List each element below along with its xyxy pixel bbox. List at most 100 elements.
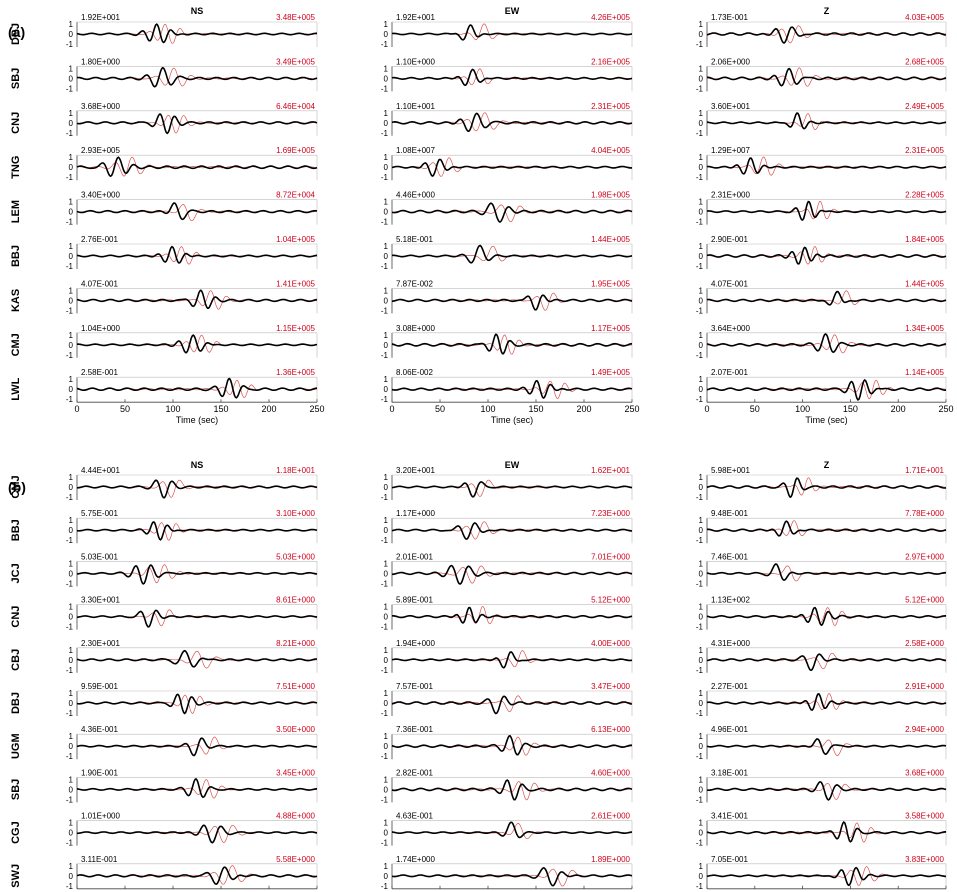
observed-trace xyxy=(76,693,318,715)
trace-axes-cmj-z: 10-1 5.98E+001 1.71E+001 xyxy=(696,466,947,502)
y-tick-label: 1 xyxy=(699,153,704,162)
y-tick-label: 1 xyxy=(699,473,704,482)
y-tick-label: 0 xyxy=(384,829,389,838)
x-axis-label: Time (sec) xyxy=(805,415,847,425)
amplitude-label-right: 2.91E+000 xyxy=(905,682,944,691)
trace-axes-sbj-ns: 10-1 1.80E+000 3.49E+005 xyxy=(66,57,318,93)
y-tick-label: 1 xyxy=(384,242,389,251)
trace-axes-cmj-ns: 10-1 1.04E+000 1.15E+005 xyxy=(66,324,318,360)
station-label: UGM xyxy=(10,733,22,759)
y-tick-label: 1 xyxy=(384,732,389,741)
observed-trace xyxy=(706,563,946,581)
observed-trace xyxy=(76,202,318,221)
y-tick-label: 0 xyxy=(69,30,74,39)
x-tick-label: 150 xyxy=(213,404,228,414)
y-tick-label: 0 xyxy=(699,385,704,394)
trace-axes-sbj-z: 10-1 2.06E+000 2.68E+005 xyxy=(696,57,947,93)
observed-trace xyxy=(76,777,318,798)
amplitude-label-left: 3.18E-001 xyxy=(711,768,748,777)
trace-axes-kas-ns: 10-1 4.07E-001 1.41E+005 xyxy=(66,279,318,315)
y-tick-label: -1 xyxy=(66,351,74,360)
y-tick-label: 1 xyxy=(699,516,704,525)
y-tick-label: -1 xyxy=(696,262,704,271)
trace-axes-swj-ns: 10-13.11E-0015.58E+000050100150200250Tim… xyxy=(66,855,325,892)
amplitude-label-left: 3.68E+000 xyxy=(81,102,120,111)
trace-axes-cmj-z: 10-1 3.64E+000 1.34E+005 xyxy=(696,324,947,360)
amplitude-label-right: 3.45E+000 xyxy=(276,768,315,777)
amplitude-label-left: 1.10E+000 xyxy=(396,57,435,66)
y-tick-label: 1 xyxy=(69,198,74,207)
y-tick-label: 0 xyxy=(384,30,389,39)
y-tick-label: 1 xyxy=(384,473,389,482)
y-tick-label: 0 xyxy=(384,119,389,128)
component-title-ew: EW xyxy=(505,6,520,16)
x-tick-label: 100 xyxy=(165,891,180,892)
station-label: LEM xyxy=(10,200,22,223)
y-tick-label: 1 xyxy=(69,732,74,741)
x-tick-label: 250 xyxy=(624,891,639,892)
y-tick-label: 1 xyxy=(699,775,704,784)
amplitude-label-left: 3.40E+000 xyxy=(81,191,120,200)
y-tick-label: 0 xyxy=(69,296,74,305)
y-tick-label: 0 xyxy=(699,296,704,305)
y-tick-label: -1 xyxy=(66,623,74,632)
trace-axes-kas-ew: 10-1 7.87E-002 1.95E+005 xyxy=(381,279,633,315)
amplitude-label-right: 3.49E+005 xyxy=(276,57,315,66)
trace-axes-bbj-ns: 10-1 2.76E-001 1.04E+005 xyxy=(66,235,318,271)
amplitude-label-left: 4.31E+000 xyxy=(711,639,750,648)
amplitude-label-left: 1.13E+002 xyxy=(711,596,750,605)
trace-axes-dbj-ns: 10-1 9.59E-001 7.51E+000 xyxy=(66,682,318,718)
station-label: DBJ xyxy=(10,23,22,45)
y-tick-label: 0 xyxy=(69,656,74,665)
y-tick-label: 0 xyxy=(384,613,389,622)
y-tick-label: 0 xyxy=(699,613,704,622)
amplitude-label-right: 1.14E+005 xyxy=(905,368,944,377)
y-tick-label: 1 xyxy=(384,775,389,784)
y-tick-label: 0 xyxy=(384,296,389,305)
observed-trace xyxy=(391,379,633,400)
y-tick-label: 0 xyxy=(384,483,389,492)
amplitude-label-left: 4.07E-001 xyxy=(711,279,748,288)
station-label: CGJ xyxy=(10,821,22,844)
station-label: SWJ xyxy=(10,864,22,888)
trace-axes-bbj-ew: 10-1 5.18E-001 1.44E+005 xyxy=(381,235,633,271)
amplitude-label-right: 2.31E+005 xyxy=(905,146,944,155)
component-title-ew: EW xyxy=(505,460,520,470)
y-tick-label: 0 xyxy=(384,872,389,881)
y-tick-label: 1 xyxy=(69,819,74,828)
x-tick-label: 0 xyxy=(704,891,709,892)
y-tick-label: -1 xyxy=(66,536,74,545)
trace-axes-jcj-z: 10-1 7.46E-001 2.97E+000 xyxy=(696,552,947,588)
amplitude-label-right: 1.71E+001 xyxy=(905,466,944,475)
y-tick-label: 1 xyxy=(699,862,704,871)
amplitude-label-right: 1.36E+005 xyxy=(276,368,315,377)
trace-axes-tng-z: 10-1 1.29E+007 2.31E+005 xyxy=(696,146,947,182)
y-tick-label: -1 xyxy=(696,536,704,545)
y-tick-label: -1 xyxy=(696,579,704,588)
y-tick-label: 1 xyxy=(699,819,704,828)
amplitude-label-left: 7.87E-002 xyxy=(396,279,433,288)
y-tick-label: 0 xyxy=(699,30,704,39)
y-tick-label: -1 xyxy=(381,795,389,804)
observed-trace xyxy=(391,68,633,87)
y-tick-label: -1 xyxy=(696,709,704,718)
trace-axes-cbj-ns: 10-1 2.30E+001 8.21E+000 xyxy=(66,639,318,675)
x-tick-label: 100 xyxy=(795,404,810,414)
y-tick-label: -1 xyxy=(66,493,74,502)
y-tick-label: 1 xyxy=(384,516,389,525)
amplitude-label-left: 4.07E-001 xyxy=(81,279,118,288)
y-tick-label: 1 xyxy=(384,109,389,118)
x-tick-label: 100 xyxy=(480,891,495,892)
y-tick-label: 0 xyxy=(699,699,704,708)
amplitude-label-left: 1.90E-001 xyxy=(81,768,118,777)
amplitude-label-right: 5.03E+000 xyxy=(276,552,315,561)
station-label: CNJ xyxy=(10,606,22,628)
y-tick-label: -1 xyxy=(66,579,74,588)
amplitude-label-right: 7.51E+000 xyxy=(276,682,315,691)
y-tick-label: 1 xyxy=(69,689,74,698)
trace-axes-cbj-z: 10-1 4.31E+000 2.58E+000 xyxy=(696,639,947,675)
observed-trace xyxy=(391,158,632,177)
y-tick-label: 1 xyxy=(69,20,74,29)
